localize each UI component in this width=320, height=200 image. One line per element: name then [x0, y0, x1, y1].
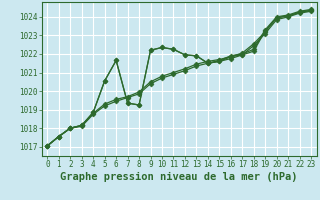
X-axis label: Graphe pression niveau de la mer (hPa): Graphe pression niveau de la mer (hPa): [60, 172, 298, 182]
